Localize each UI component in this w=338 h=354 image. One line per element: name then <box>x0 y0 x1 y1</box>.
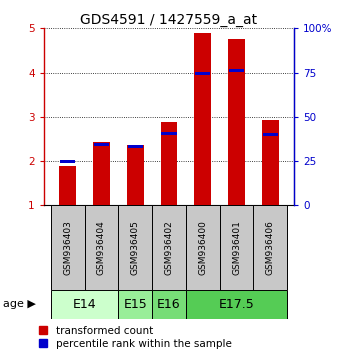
Bar <box>186 205 220 290</box>
Bar <box>51 205 84 290</box>
Text: GSM936400: GSM936400 <box>198 220 207 275</box>
Bar <box>127 145 144 205</box>
Bar <box>152 205 186 290</box>
Bar <box>93 142 110 205</box>
Bar <box>127 145 143 148</box>
Bar <box>254 205 287 290</box>
Bar <box>186 290 287 319</box>
Bar <box>59 166 76 205</box>
Title: GDS4591 / 1427559_a_at: GDS4591 / 1427559_a_at <box>80 13 258 27</box>
Bar <box>84 205 118 290</box>
Text: GSM936404: GSM936404 <box>97 221 106 275</box>
Text: E14: E14 <box>73 298 96 311</box>
Text: age ▶: age ▶ <box>3 299 36 309</box>
Bar <box>229 69 244 72</box>
Text: GSM936403: GSM936403 <box>63 220 72 275</box>
Bar <box>262 120 279 205</box>
Text: GSM936406: GSM936406 <box>266 220 275 275</box>
Legend: transformed count, percentile rank within the sample: transformed count, percentile rank withi… <box>39 326 232 349</box>
Text: GSM936405: GSM936405 <box>131 220 140 275</box>
Bar <box>60 160 75 162</box>
Bar <box>228 39 245 205</box>
Bar <box>194 33 211 205</box>
Bar <box>220 205 254 290</box>
Bar <box>161 122 177 205</box>
Bar <box>195 72 210 75</box>
Text: E15: E15 <box>123 298 147 311</box>
Bar <box>263 133 278 136</box>
Bar <box>94 143 109 146</box>
Bar <box>161 132 176 135</box>
Text: E16: E16 <box>157 298 181 311</box>
Bar <box>152 290 186 319</box>
Bar <box>118 205 152 290</box>
Bar <box>118 290 152 319</box>
Text: E17.5: E17.5 <box>219 298 255 311</box>
Text: GSM936401: GSM936401 <box>232 220 241 275</box>
Bar <box>51 290 118 319</box>
Text: GSM936402: GSM936402 <box>165 221 173 275</box>
